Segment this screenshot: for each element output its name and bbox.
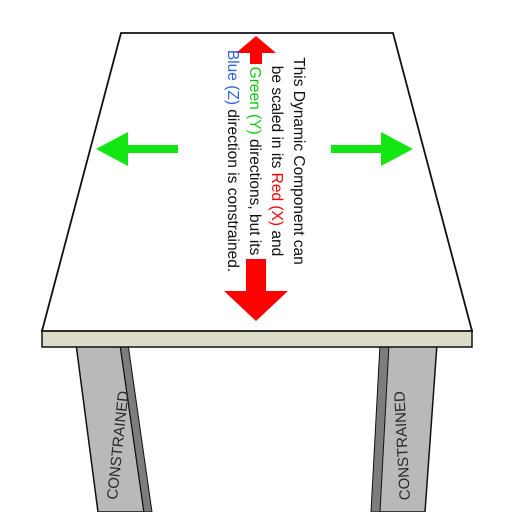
right-leg: CONSTRAINED — [370, 343, 438, 512]
red-arrow-down — [224, 259, 288, 321]
tabletop-edge — [41, 329, 473, 348]
message-line-4: Blue (Z) direction is constrained. — [224, 50, 241, 272]
message-line-1: This Dynamic Component can — [290, 57, 307, 265]
green-arrow-right — [331, 132, 413, 166]
tabletop-surface — [40, 32, 474, 332]
tabletop-message: This Dynamic Component can be scaled in … — [224, 50, 307, 272]
red-arrow-up — [236, 36, 276, 64]
message-line-3: Green (Y) directions, but its — [246, 67, 263, 256]
message-line-2: be scaled in its Red (X) and — [268, 66, 285, 256]
left-leg: CONSTRAINED — [75, 343, 153, 512]
right-leg-label: CONSTRAINED — [391, 391, 414, 501]
green-arrow-left — [96, 132, 178, 166]
